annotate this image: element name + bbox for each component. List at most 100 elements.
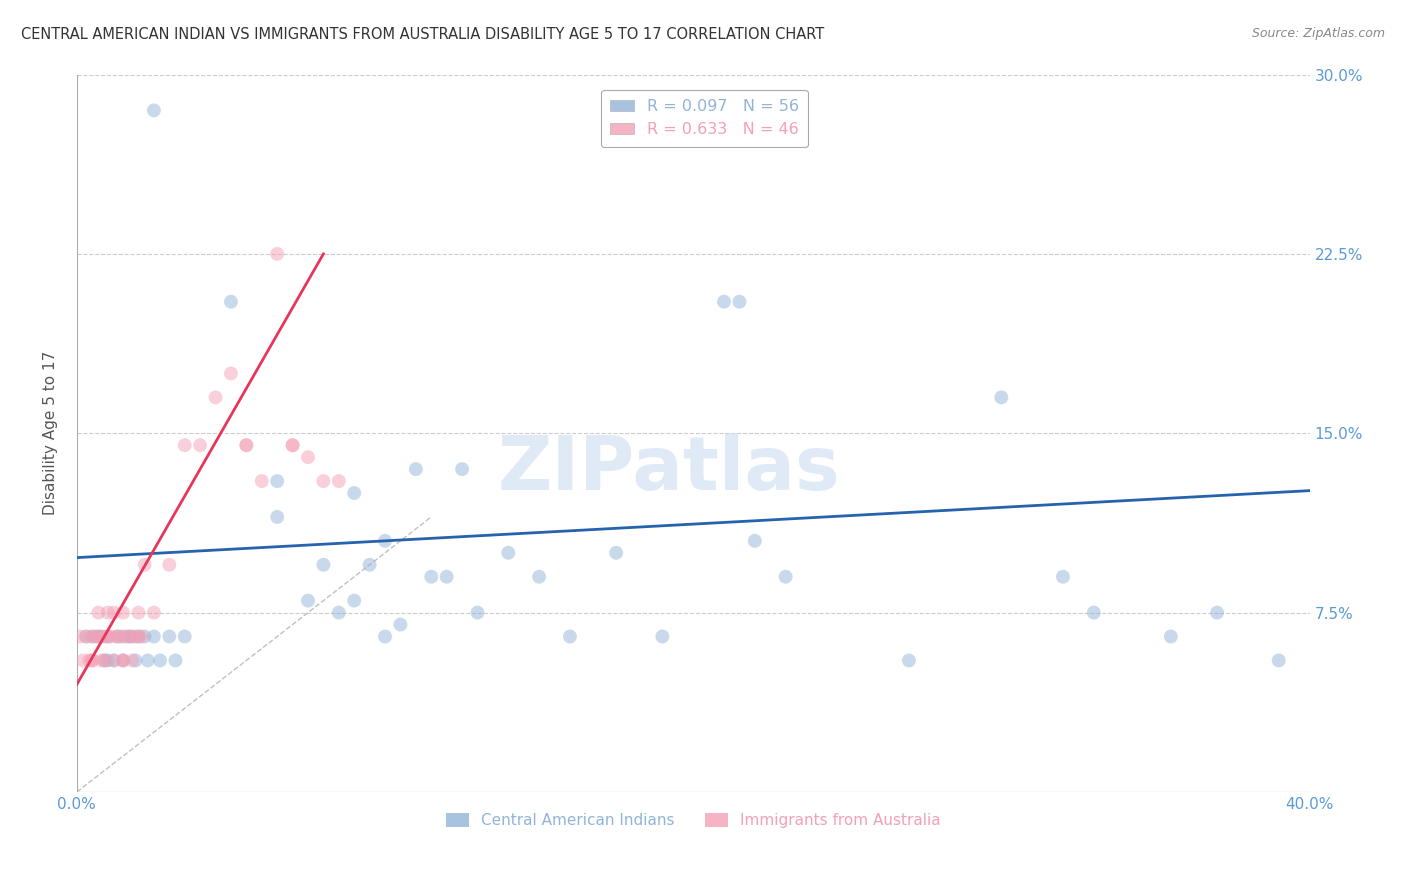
Point [1206,606,1229,620]
Point [149,653,172,667]
Point [605,546,627,560]
Point [128,630,150,644]
Text: ZIPatlas: ZIPatlas [498,433,839,506]
Point [266,474,288,488]
Point [188,438,211,452]
Point [100,630,122,644]
Point [219,294,242,309]
Point [82,630,104,644]
Point [1267,653,1289,667]
Point [103,606,125,620]
Point [157,630,180,644]
Point [312,474,335,488]
Point [97,606,120,620]
Point [134,558,156,572]
Point [77,653,100,667]
Point [157,558,180,572]
Point [266,510,288,524]
Point [87,606,110,620]
Point [82,653,104,667]
Point [131,630,153,644]
Point [97,653,120,667]
Point [72,653,94,667]
Point [93,653,115,667]
Point [297,450,319,465]
Point [84,630,107,644]
Point [728,294,751,309]
Point [343,593,366,607]
Point [744,533,766,548]
Point [105,630,128,644]
Point [297,593,319,607]
Point [142,630,165,644]
Point [93,653,115,667]
Point [105,630,128,644]
Point [281,438,304,452]
Point [112,606,135,620]
Point [121,653,143,667]
Point [128,630,150,644]
Point [75,630,97,644]
Point [128,606,150,620]
Point [713,294,735,309]
Point [112,653,135,667]
Point [97,630,120,644]
Point [108,630,131,644]
Point [1083,606,1105,620]
Point [118,630,141,644]
Point [374,630,396,644]
Point [498,546,520,560]
Point [467,606,489,620]
Point [558,630,581,644]
Point [204,390,226,404]
Point [97,630,120,644]
Point [328,606,350,620]
Point [281,438,304,452]
Point [112,653,135,667]
Point [142,103,165,118]
Point [82,630,104,644]
Point [121,630,143,644]
Point [69,630,91,644]
Point [405,462,427,476]
Point [266,247,288,261]
Point [136,653,159,667]
Point [134,630,156,644]
Point [115,630,138,644]
Text: CENTRAL AMERICAN INDIAN VS IMMIGRANTS FROM AUSTRALIA DISABILITY AGE 5 TO 17 CORR: CENTRAL AMERICAN INDIAN VS IMMIGRANTS FR… [21,27,824,42]
Point [436,570,458,584]
Point [312,558,335,572]
Point [124,630,146,644]
Point [112,653,135,667]
Point [328,474,350,488]
Y-axis label: Disability Age 5 to 17: Disability Age 5 to 17 [44,351,58,516]
Point [75,630,97,644]
Point [527,570,550,584]
Point [103,653,125,667]
Point [93,630,115,644]
Point [90,653,112,667]
Point [124,653,146,667]
Point [219,367,242,381]
Point [897,653,920,667]
Point [87,630,110,644]
Point [374,533,396,548]
Point [420,570,443,584]
Legend: Central American Indians, Immigrants from Australia: Central American Indians, Immigrants fro… [440,807,946,835]
Point [165,653,187,667]
Point [90,630,112,644]
Point [990,390,1012,404]
Point [118,630,141,644]
Point [82,653,104,667]
Text: Source: ZipAtlas.com: Source: ZipAtlas.com [1251,27,1385,40]
Point [87,630,110,644]
Point [359,558,381,572]
Point [1160,630,1182,644]
Point [775,570,797,584]
Point [142,606,165,620]
Point [451,462,474,476]
Point [389,617,412,632]
Point [173,630,195,644]
Point [651,630,673,644]
Point [112,630,135,644]
